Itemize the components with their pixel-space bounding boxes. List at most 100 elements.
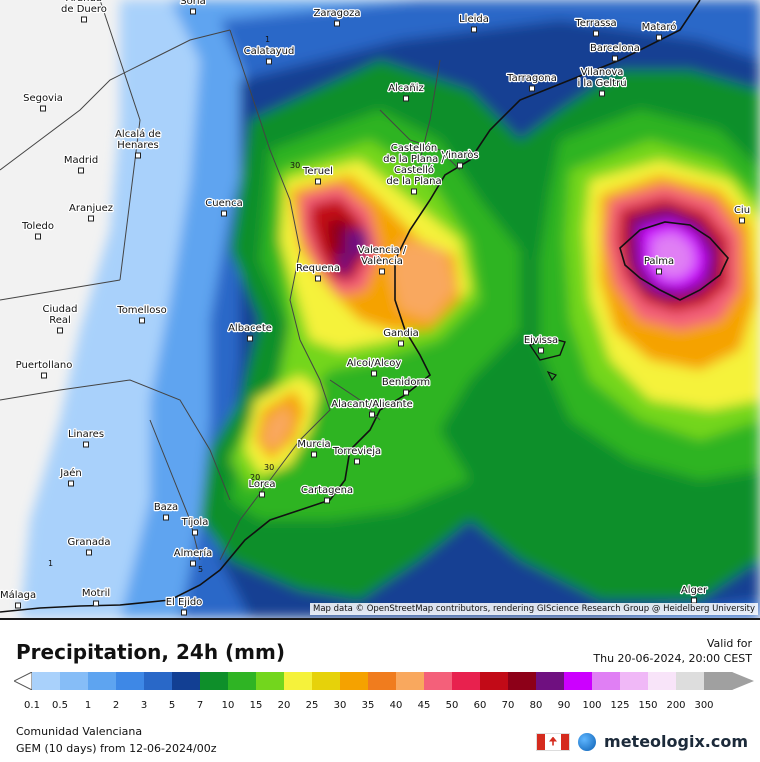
svg-text:5: 5: [198, 565, 203, 574]
legend-label: 50: [445, 700, 459, 711]
city-t-jola: Tíjola: [179, 515, 210, 536]
city-dot: [190, 8, 196, 15]
city-label: Arandade Duero: [61, 0, 107, 15]
city-dot: [259, 491, 265, 498]
city-palma: Palma: [643, 255, 675, 275]
city-dot: [315, 178, 321, 185]
formentera-outline: [546, 370, 557, 382]
valid-time: Thu 20-06-2024, 20:00 CEST: [593, 652, 752, 665]
city-alger: Alger: [680, 584, 709, 604]
city-dot: [41, 372, 47, 379]
city-dot: [379, 268, 385, 275]
legend-swatch: [676, 672, 705, 690]
brand[interactable]: meteologix.com: [536, 732, 748, 751]
legend-swatch: [452, 672, 481, 690]
city-almer-a: Almería: [173, 546, 213, 567]
city-zaragoza: Zaragoza: [312, 7, 362, 27]
legend-label: 80: [529, 700, 543, 711]
legend-label: 5: [168, 700, 176, 711]
city-dot: [369, 411, 375, 418]
city-barcelona: Barcelona: [589, 42, 641, 62]
city-label: Barcelona: [590, 43, 640, 54]
legend-swatch: [620, 672, 649, 690]
city-dot: [40, 105, 46, 112]
city-label: Alacant/Alicante: [331, 399, 412, 410]
city-label: Segovia: [23, 93, 63, 104]
city-el-ejido: El Ejido: [164, 596, 204, 616]
legend-label: 15: [249, 700, 263, 711]
city-dot: [57, 327, 63, 334]
mallorca-outline: [619, 221, 729, 301]
city-alcoi-alcoy: Alcoi/Alcoy: [346, 357, 403, 377]
brand-name[interactable]: meteologix.com: [604, 732, 748, 751]
legend-swatch: [368, 672, 397, 690]
city-murcia: Murcia: [296, 438, 332, 458]
legend-swatch: [508, 672, 537, 690]
city-label: Vilanova i la Geltrú: [577, 67, 626, 89]
city-lorca: Lorca: [247, 478, 277, 498]
legend-label: 300: [694, 700, 714, 711]
valid-time-box: Valid for Thu 20-06-2024, 20:00 CEST: [593, 636, 752, 666]
city-cuenca: Cuenca: [204, 197, 244, 217]
map-attribution[interactable]: Map data © OpenStreetMap contributors, r…: [310, 603, 758, 615]
legend-swatch: [704, 672, 733, 690]
city-aranda: Arandade Duero: [60, 0, 108, 23]
city-dot: [315, 275, 321, 282]
legend-label: 100: [582, 700, 602, 711]
city-segovia: Segovia: [22, 92, 64, 112]
city-label: Terrassa: [574, 18, 616, 29]
city-albacete: Albacete: [227, 322, 273, 342]
legend-swatch: [144, 672, 173, 690]
city-label: Alcoi/Alcoy: [347, 358, 402, 369]
city-dot: [266, 58, 272, 65]
legend-swatch: [32, 672, 61, 690]
city-label: Tíjola: [181, 516, 209, 528]
city-valencia-: Valencia / València: [357, 244, 408, 275]
city-labels: Arandade Duero Soria Zaragoza Lleida Terrass…: [0, 0, 751, 616]
precip-field: [20, 0, 760, 618]
city-label: Eivissa: [524, 335, 558, 346]
city-ciu: Ciu: [733, 204, 751, 224]
city-label: Baza: [154, 502, 178, 513]
city-label: Cartagena: [301, 485, 353, 496]
precipitation-legend-bar: [14, 672, 754, 690]
city-dot: [324, 497, 330, 504]
legend-swatch: [536, 672, 565, 690]
city-dot: [593, 30, 599, 37]
legend-label: 7: [196, 700, 204, 711]
svg-text:30: 30: [264, 463, 274, 472]
city-label: Cuenca: [205, 198, 242, 209]
city-requena: Requena: [295, 262, 341, 282]
city-dot: [403, 95, 409, 102]
legend-label: 30: [333, 700, 347, 711]
city-label: Aranjuez: [69, 203, 113, 214]
city-label: Lleida: [459, 14, 489, 25]
precipitation-map[interactable]: 30 30 20 1 1 5 Arandade Duero Soria Zarago…: [0, 0, 760, 618]
city-label: Tomelloso: [116, 305, 166, 316]
city-label: Ciudad Real: [43, 304, 78, 326]
city-dot: [15, 602, 21, 609]
legend-labels: 0.1 0.5 1 2 3 5 7 10 15 20 25 30 35 40 45 50 60 70 80 90 100…: [0, 700, 760, 714]
legend-label: 0.1: [24, 700, 40, 711]
city-teruel: Teruel: [301, 165, 334, 185]
city-ciudad: Ciudad Real: [41, 303, 79, 334]
city-dot: [403, 389, 409, 396]
contour-labels: 30 30 20 1 1 5: [48, 35, 300, 574]
legend-swatch: [60, 672, 89, 690]
city-label: Toledo: [21, 221, 54, 232]
city-dot: [88, 215, 94, 222]
city-dot: [471, 26, 477, 33]
city-granada: Granada: [66, 536, 112, 556]
legend-label: 40: [389, 700, 403, 711]
city-dot: [398, 340, 404, 347]
city-dot: [181, 609, 187, 616]
city-dot: [93, 600, 99, 607]
ibiza-outline: [528, 337, 566, 361]
city-baza: Baza: [153, 501, 179, 521]
model-run: GEM (10 days) from 12-06-2024/00z: [16, 742, 217, 755]
svg-text:1: 1: [48, 559, 53, 568]
city-label: Almería: [174, 547, 213, 559]
legend-swatch: [116, 672, 145, 690]
legend-arrow-right-icon: [732, 672, 754, 690]
city-castell-n: Castellón de la Plana / Castelló de la Plan…: [382, 141, 447, 195]
